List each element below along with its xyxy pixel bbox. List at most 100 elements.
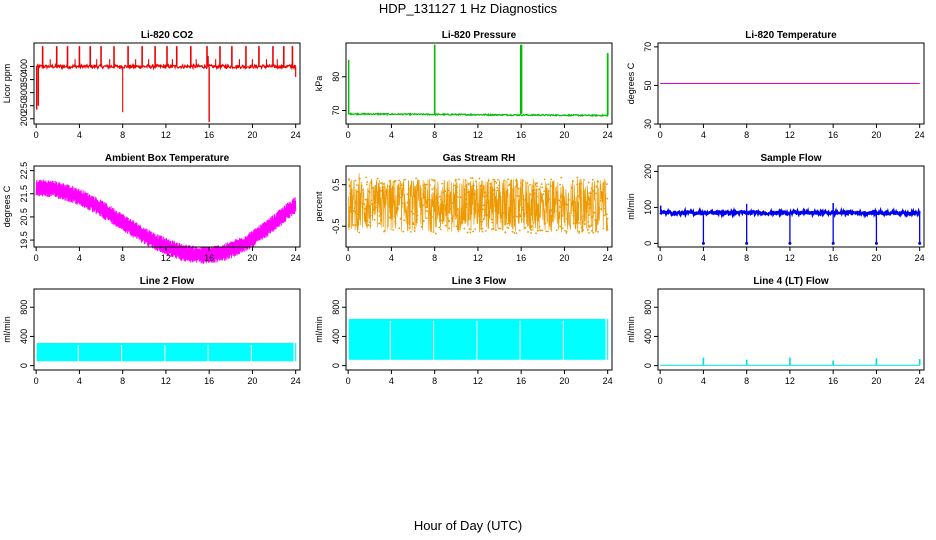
data-point [532,221,535,224]
x-tick-label: 16 [516,130,526,140]
data-point [397,207,399,210]
data-point [600,191,603,194]
y-tick-label: 800 [643,300,653,315]
data-point [479,203,482,206]
data-point [370,199,373,202]
x-tick-label: 8 [744,376,749,386]
x-tick-label: 4 [389,253,394,263]
data-point [406,193,409,196]
data-point [516,194,519,197]
data-point [538,225,541,228]
x-tick-label: 8 [744,253,749,263]
data-point [441,182,444,185]
x-tick-label: 12 [785,253,795,263]
x-tick-label: 20 [871,376,881,386]
data-point [366,219,369,222]
data-point [352,224,355,227]
data-point [513,232,516,234]
y-axis: 70 80 [331,72,346,116]
data-point [504,221,507,224]
data-point [583,217,586,220]
x-axis: 0 4 8 12 16 20 24 [34,247,301,263]
data-point [503,211,505,214]
data-point [588,225,591,228]
data-point [580,182,583,185]
data-point [424,183,426,186]
data-point [441,219,444,222]
data-point [500,212,502,215]
data-point [460,215,463,218]
y-tick-label: 30 [643,119,653,129]
x-tick-label: 4 [389,376,394,386]
data-point [550,209,553,212]
data-point [378,204,381,207]
data-point [572,222,575,225]
data-point [403,219,406,222]
x-tick-label: 20 [247,130,257,140]
data-point [506,222,509,225]
data-point [373,209,376,211]
y-tick-label: 250 [19,98,29,113]
data-point [438,226,441,229]
y-axis-label: ml/min [2,316,12,343]
data-point [359,206,362,208]
data-point [568,198,570,201]
data-point [356,213,359,215]
data-point [354,211,357,214]
data-point [560,176,563,179]
data-point [606,197,609,200]
y-tick-label: 400 [19,59,29,74]
data-point [357,218,360,221]
x-tick-label: 4 [77,130,82,140]
data-point [463,219,466,222]
data-point [573,210,576,212]
data-point [361,189,364,192]
data-point [373,218,376,221]
data-point [365,176,367,179]
x-tick-label: 24 [915,376,925,386]
data-point [366,181,369,183]
data-point [592,231,595,234]
data-point [542,193,545,196]
x-tick-label: 4 [701,376,706,386]
data-point [606,183,608,185]
x-tick-label: 4 [389,130,394,140]
data-point [536,185,538,188]
data-point [481,220,484,223]
data-point [552,185,555,187]
dip-point [788,241,792,245]
data-point [443,189,446,192]
data-point [416,214,419,217]
y-tick-label: 400 [643,329,653,344]
data-point [378,215,381,217]
data-point [456,185,459,188]
data-point [582,229,584,232]
data-point [353,207,356,209]
data-point [492,227,495,230]
x-tick-label: 16 [828,130,838,140]
data-point [494,229,497,232]
data-point [348,217,351,219]
panel-title: Li-820 Pressure [442,30,517,41]
data-point [380,182,383,185]
data-point [464,208,467,211]
panel-title: Line 2 Flow [140,276,195,287]
data-point [525,215,528,218]
data-point [558,206,561,208]
data-point [591,178,594,181]
data-point [547,183,550,186]
data-point [447,211,450,214]
data-point [397,200,400,203]
data-point [464,179,467,182]
x-tick-label: 24 [915,130,925,140]
data-point [481,204,483,207]
data-point [389,216,391,219]
y-axis-label: percent [314,191,324,222]
data-point [590,216,593,219]
panel-title: Ambient Box Temperature [105,153,230,164]
data-point [539,229,542,232]
data-point [602,227,605,230]
data-point [407,205,410,208]
y-tick-label: 21.5 [19,185,29,203]
data-point [371,186,374,189]
